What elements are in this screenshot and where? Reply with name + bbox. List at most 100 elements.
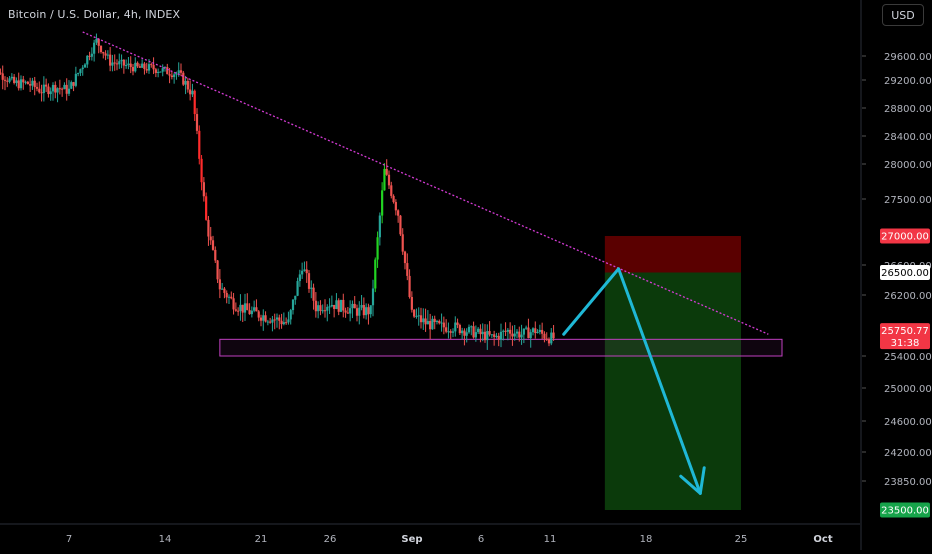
candle bbox=[26, 80, 29, 85]
candle bbox=[410, 291, 413, 313]
candle bbox=[275, 313, 279, 328]
candle-body bbox=[134, 62, 137, 72]
candle-body bbox=[266, 321, 269, 323]
candle bbox=[477, 327, 480, 335]
candle bbox=[40, 84, 43, 102]
candle-body bbox=[65, 84, 68, 94]
candle-body bbox=[104, 53, 107, 56]
candle-body bbox=[547, 339, 551, 344]
candle-body bbox=[79, 69, 82, 74]
candle bbox=[509, 322, 512, 340]
candle bbox=[186, 77, 189, 93]
stop-price-badge: 27000.00 bbox=[880, 228, 930, 244]
candle bbox=[525, 325, 528, 330]
target-price-badge: 23500.00 bbox=[880, 502, 930, 518]
candle bbox=[264, 311, 267, 323]
candle-body bbox=[445, 327, 448, 332]
candle bbox=[63, 82, 66, 90]
candle bbox=[387, 170, 391, 190]
candle bbox=[285, 317, 288, 325]
candle-body bbox=[257, 311, 260, 318]
candle-body bbox=[385, 168, 388, 175]
candle bbox=[296, 277, 299, 297]
candle-body bbox=[211, 240, 215, 250]
candle-body bbox=[449, 331, 452, 333]
candle-body bbox=[200, 158, 203, 183]
candle bbox=[298, 269, 301, 287]
candle bbox=[200, 155, 203, 191]
candle-body bbox=[74, 73, 77, 86]
candle bbox=[282, 312, 285, 326]
candle-body bbox=[349, 308, 352, 314]
candle-body bbox=[358, 307, 361, 316]
candle-body bbox=[136, 62, 139, 67]
candle-body bbox=[520, 334, 523, 338]
candle bbox=[88, 51, 91, 61]
candle bbox=[543, 331, 546, 343]
candle-body bbox=[205, 196, 208, 220]
candle bbox=[154, 67, 157, 78]
candle bbox=[355, 304, 359, 322]
candle bbox=[413, 309, 416, 318]
candle-body bbox=[474, 332, 477, 338]
candle-body bbox=[45, 84, 48, 87]
candle bbox=[125, 59, 128, 69]
candle bbox=[499, 323, 503, 348]
candle bbox=[35, 82, 39, 92]
candle bbox=[237, 307, 240, 316]
price-tick-label: 23850.00 bbox=[884, 477, 932, 488]
candle-body bbox=[330, 304, 333, 307]
candle bbox=[3, 76, 7, 91]
time-tick-label: 21 bbox=[255, 534, 268, 545]
candle-body bbox=[463, 330, 466, 336]
candles-layer bbox=[0, 33, 555, 350]
candle bbox=[301, 262, 304, 279]
candle-body bbox=[301, 270, 304, 275]
candle-body bbox=[419, 315, 423, 323]
candle bbox=[138, 63, 141, 68]
candle-body bbox=[285, 322, 288, 324]
candle bbox=[278, 314, 281, 330]
candle-body bbox=[202, 182, 205, 197]
candle-body bbox=[413, 309, 416, 317]
candle bbox=[360, 295, 363, 311]
candle bbox=[56, 87, 59, 103]
candle bbox=[415, 308, 418, 319]
candle-body bbox=[102, 52, 105, 54]
candle-body bbox=[367, 307, 370, 315]
candle-body bbox=[129, 63, 132, 68]
candle bbox=[115, 59, 119, 71]
candle bbox=[550, 328, 553, 346]
candle bbox=[445, 319, 448, 334]
candle bbox=[438, 319, 441, 325]
candle-body bbox=[495, 335, 498, 337]
candle bbox=[61, 87, 64, 97]
candle-body bbox=[408, 275, 411, 297]
candle bbox=[287, 311, 290, 325]
candle bbox=[104, 50, 107, 61]
time-tick-label: 7 bbox=[66, 534, 72, 545]
candle-body bbox=[47, 86, 50, 95]
candle bbox=[243, 293, 247, 322]
currency-button[interactable]: USD bbox=[882, 4, 924, 26]
candle bbox=[209, 226, 212, 245]
candle-body bbox=[170, 75, 173, 78]
candle bbox=[79, 68, 82, 77]
candle-body bbox=[355, 308, 359, 316]
candle-body bbox=[182, 72, 185, 85]
candle-body bbox=[488, 331, 491, 335]
candle bbox=[10, 73, 13, 81]
candle bbox=[394, 199, 397, 216]
candle-body bbox=[83, 64, 87, 68]
candle-body bbox=[143, 63, 146, 70]
candle-body bbox=[49, 91, 52, 95]
candle bbox=[202, 177, 205, 202]
time-tick-label: Sep bbox=[401, 534, 422, 545]
candle bbox=[120, 54, 123, 69]
candle-body bbox=[35, 87, 39, 89]
candle-body bbox=[314, 300, 317, 312]
candle-body bbox=[99, 45, 103, 53]
candle bbox=[440, 313, 443, 332]
